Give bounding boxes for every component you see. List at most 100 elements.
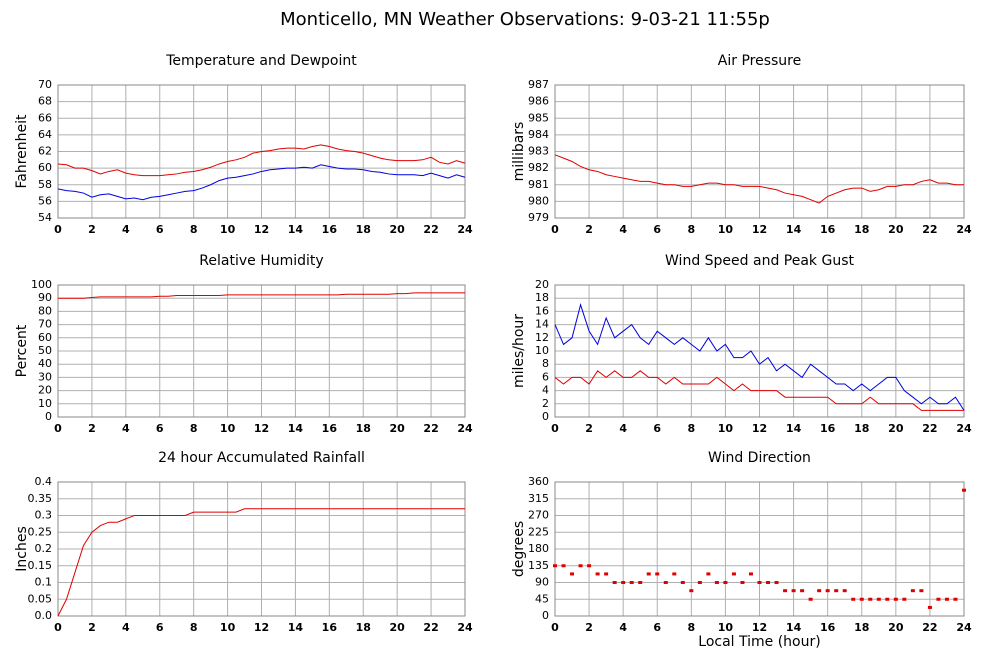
x-tick-label: 8 [688, 223, 696, 236]
y-tick-label: 360 [528, 475, 549, 488]
point [944, 597, 949, 601]
panel-title: 24 hour Accumulated Rainfall [158, 450, 365, 466]
x-tick-label: 22 [423, 422, 438, 435]
point [791, 589, 796, 593]
y-tick-label: 6 [542, 370, 549, 383]
point [851, 597, 856, 601]
x-tick-label: 12 [254, 422, 269, 435]
point [910, 589, 915, 593]
x-tick-label: 24 [956, 223, 972, 236]
point [646, 572, 651, 576]
x-tick-label: 16 [820, 422, 836, 435]
y-tick-label: 20 [535, 278, 549, 291]
y-tick-label: 225 [528, 525, 549, 538]
series-line [554, 154, 964, 204]
plot-frame [57, 481, 466, 617]
x-tick-label: 14 [786, 621, 802, 634]
x-tick-label: 20 [888, 223, 904, 236]
y-tick-label: 62 [38, 145, 52, 158]
panel-title: Wind Direction [708, 450, 811, 466]
y-tick-label: 983 [528, 145, 549, 158]
x-tick-label: 12 [752, 621, 767, 634]
x-tick-label: 22 [922, 621, 937, 634]
point [740, 581, 745, 584]
panel-title: Wind Speed and Peak Gust [665, 253, 854, 269]
y-tick-label: 50 [38, 344, 52, 357]
x-tick-label: 4 [619, 223, 627, 236]
y-tick-label: 0.2 [35, 542, 53, 555]
point [766, 581, 771, 584]
panel-title: Air Pressure [718, 53, 801, 69]
plot-frame [554, 481, 965, 617]
y-tick-label: 68 [38, 95, 52, 108]
y-axis-label: degrees [511, 521, 527, 577]
y-tick-label: 180 [528, 542, 549, 555]
x-tick-label: 8 [190, 223, 198, 236]
plot-frame [57, 284, 466, 418]
x-tick-label: 8 [190, 621, 198, 634]
x-tick-label: 16 [820, 223, 836, 236]
y-tick-label: 10 [535, 344, 549, 357]
x-tick-label: 14 [288, 223, 304, 236]
x-tick-label: 10 [718, 223, 734, 236]
x-tick-label: 24 [956, 621, 972, 634]
x-tick-label: 20 [888, 422, 904, 435]
point [842, 589, 847, 593]
y-tick-label: 135 [528, 559, 549, 572]
y-tick-label: 80 [38, 304, 52, 317]
y-tick-label: 70 [38, 318, 52, 331]
y-tick-label: 58 [38, 178, 52, 191]
x-tick-label: 12 [254, 223, 269, 236]
x-tick-label: 8 [688, 621, 696, 634]
x-tick-label: 6 [156, 621, 164, 634]
x-tick-label: 10 [718, 621, 734, 634]
x-tick-label: 22 [423, 223, 438, 236]
x-tick-label: 4 [619, 621, 627, 634]
page-title: Monticello, MN Weather Observations: 9-0… [280, 9, 770, 30]
x-tick-label: 0 [54, 223, 62, 236]
x-tick-label: 20 [390, 223, 406, 236]
y-axis-label: miles/hour [511, 314, 527, 388]
y-tick-label: 90 [535, 576, 549, 589]
y-tick-label: 16 [535, 304, 549, 317]
y-axis-label: Fahrenheit [14, 114, 30, 189]
x-tick-label: 24 [457, 422, 473, 435]
x-tick-label: 14 [786, 422, 802, 435]
y-tick-label: 56 [38, 194, 52, 207]
y-tick-label: 18 [535, 291, 549, 304]
x-tick-label: 18 [854, 621, 869, 634]
x-tick-label: 0 [551, 223, 559, 236]
x-tick-label: 24 [956, 422, 972, 435]
point [697, 581, 702, 584]
x-tick-label: 12 [752, 422, 767, 435]
x-tick-label: 14 [786, 223, 802, 236]
point [800, 589, 805, 593]
x-tick-label: 18 [854, 223, 869, 236]
x-tick-label: 4 [122, 223, 130, 236]
point [834, 589, 839, 593]
x-tick-label: 4 [619, 422, 627, 435]
x-tick-label: 18 [854, 422, 869, 435]
series-line [57, 144, 466, 177]
point [621, 581, 626, 584]
y-tick-label: 45 [535, 592, 549, 605]
x-tick-label: 14 [288, 422, 304, 435]
y-tick-label: 54 [38, 211, 52, 224]
x-tick-label: 10 [220, 223, 236, 236]
y-tick-label: 0.4 [35, 475, 53, 488]
x-tick-label: 14 [288, 621, 304, 634]
y-tick-label: 60 [38, 331, 52, 344]
y-tick-label: 0 [542, 410, 549, 423]
plot-frame [554, 284, 965, 418]
y-tick-label: 90 [38, 291, 52, 304]
x-tick-label: 4 [122, 621, 130, 634]
plot-frame [554, 84, 965, 219]
point [706, 572, 711, 576]
point [655, 572, 660, 576]
point [876, 597, 881, 601]
series-line [58, 292, 465, 299]
y-tick-label: 985 [528, 111, 549, 124]
x-tick-label: 2 [88, 223, 96, 236]
